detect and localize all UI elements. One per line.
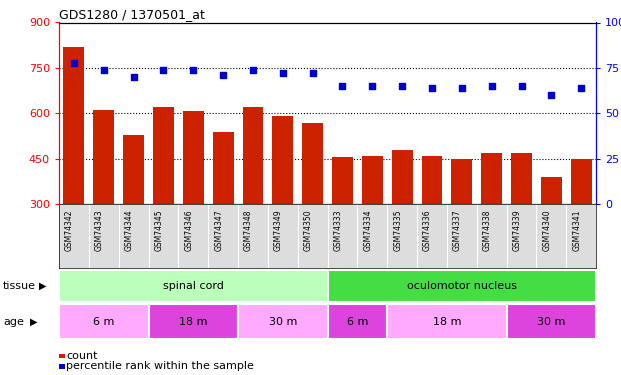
Bar <box>63 47 84 204</box>
Bar <box>148 304 238 339</box>
Point <box>307 70 317 76</box>
Point <box>278 70 288 76</box>
Point <box>546 92 556 98</box>
Text: GSM74342: GSM74342 <box>65 210 74 251</box>
Bar <box>93 110 114 204</box>
Bar <box>451 159 473 204</box>
Point <box>427 85 437 91</box>
Text: oculomotor nucleus: oculomotor nucleus <box>407 281 517 291</box>
Bar <box>123 135 144 204</box>
Point <box>368 83 378 89</box>
Bar <box>481 153 502 204</box>
Text: GSM74341: GSM74341 <box>572 210 581 251</box>
Point <box>218 72 228 78</box>
Text: GSM74345: GSM74345 <box>155 210 163 251</box>
Point <box>158 67 168 73</box>
Text: GSM74336: GSM74336 <box>423 210 432 251</box>
Bar <box>507 304 596 339</box>
Text: GSM74338: GSM74338 <box>483 210 492 251</box>
Text: GSM74344: GSM74344 <box>125 210 134 251</box>
Bar <box>153 107 174 204</box>
Point <box>248 67 258 73</box>
Bar <box>59 270 328 302</box>
Point <box>99 67 109 73</box>
Text: ▶: ▶ <box>30 316 37 327</box>
Bar <box>328 304 388 339</box>
Text: GSM74346: GSM74346 <box>184 210 193 251</box>
Text: GSM74335: GSM74335 <box>393 210 402 251</box>
Text: 30 m: 30 m <box>537 316 566 327</box>
Point <box>69 60 79 66</box>
Point <box>576 85 586 91</box>
Text: 6 m: 6 m <box>93 316 114 327</box>
Bar <box>243 107 263 204</box>
Point <box>397 83 407 89</box>
Text: GSM74333: GSM74333 <box>333 210 343 251</box>
Text: age: age <box>3 316 24 327</box>
Bar <box>388 304 507 339</box>
Point <box>188 67 198 73</box>
Text: GSM74339: GSM74339 <box>512 210 522 251</box>
Point <box>129 74 138 80</box>
Point <box>457 85 467 91</box>
Text: GSM74340: GSM74340 <box>542 210 551 251</box>
Text: GDS1280 / 1370501_at: GDS1280 / 1370501_at <box>59 8 205 21</box>
Text: GSM74350: GSM74350 <box>304 210 312 251</box>
Text: spinal cord: spinal cord <box>163 281 224 291</box>
Bar <box>59 304 148 339</box>
Text: GSM74337: GSM74337 <box>453 210 462 251</box>
Text: GSM74334: GSM74334 <box>363 210 373 251</box>
Bar <box>511 153 532 204</box>
Text: 30 m: 30 m <box>269 316 297 327</box>
Bar <box>332 158 353 204</box>
Bar <box>212 132 233 204</box>
Bar <box>302 123 323 204</box>
Point <box>487 83 497 89</box>
Bar <box>541 177 562 204</box>
Point <box>338 83 348 89</box>
Bar <box>328 270 596 302</box>
Bar <box>392 150 412 204</box>
Text: 18 m: 18 m <box>179 316 207 327</box>
Text: GSM74348: GSM74348 <box>244 210 253 251</box>
Bar <box>571 159 592 204</box>
Text: tissue: tissue <box>3 281 36 291</box>
Bar <box>362 156 383 204</box>
Text: 6 m: 6 m <box>347 316 368 327</box>
Text: ▶: ▶ <box>39 281 46 291</box>
Point <box>517 83 527 89</box>
Text: GSM74343: GSM74343 <box>95 210 104 251</box>
Text: count: count <box>66 351 98 361</box>
Bar <box>422 156 443 204</box>
Text: 18 m: 18 m <box>433 316 461 327</box>
Text: GSM74347: GSM74347 <box>214 210 223 251</box>
Bar <box>238 304 328 339</box>
Text: GSM74349: GSM74349 <box>274 210 283 251</box>
Bar <box>273 117 293 204</box>
Bar <box>183 111 204 204</box>
Text: percentile rank within the sample: percentile rank within the sample <box>66 362 255 371</box>
